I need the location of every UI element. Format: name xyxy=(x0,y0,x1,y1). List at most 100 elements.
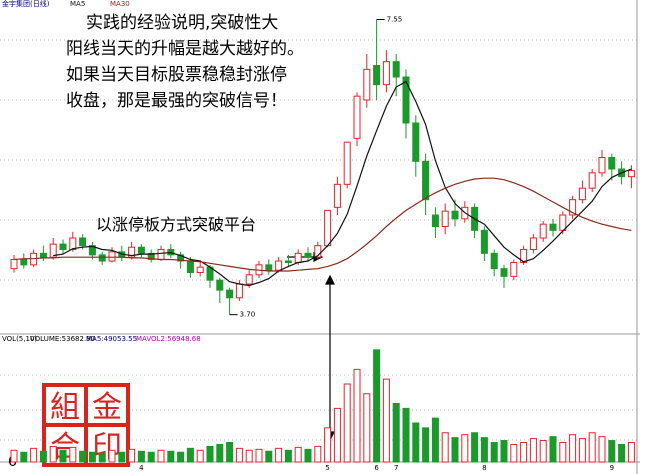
volume-header: VOLUME:53682.90 xyxy=(30,335,95,343)
candle-body xyxy=(490,252,498,270)
x-tick-label: 8 xyxy=(482,464,486,472)
volume-bar xyxy=(451,437,459,463)
seal-cell xyxy=(88,387,126,423)
candle-body xyxy=(392,61,400,78)
volume-bar xyxy=(382,378,390,463)
candle-body xyxy=(88,245,96,256)
candle-body xyxy=(265,264,273,271)
volume-bar xyxy=(608,440,616,463)
volume-bar xyxy=(333,407,341,463)
volume-bar xyxy=(588,432,596,463)
volume-bar xyxy=(20,451,28,463)
candle-body xyxy=(539,223,547,239)
candle-body xyxy=(402,76,410,124)
note-line: 阳线当天的升幅是越大越好的。 xyxy=(66,39,304,59)
volume-bar xyxy=(304,448,312,463)
volume-bar xyxy=(510,443,518,463)
volume-bar xyxy=(520,442,528,463)
x-tick-label: 4 xyxy=(139,464,144,472)
volume-bar xyxy=(363,393,371,463)
volume-bar xyxy=(235,447,243,463)
note-line: 收盘，那是最强的突破信号！ xyxy=(66,91,287,111)
volume-bar xyxy=(196,449,204,463)
candle-body xyxy=(304,252,312,258)
candle-body xyxy=(569,199,577,216)
candle-body xyxy=(510,262,518,277)
candle-body xyxy=(186,260,194,273)
volume-bar xyxy=(226,442,234,463)
volume-bar xyxy=(206,445,214,463)
candle-body xyxy=(608,157,616,170)
volume-bar xyxy=(422,427,430,463)
candle-body xyxy=(353,95,361,139)
candle-body xyxy=(294,252,302,264)
annotations: 实践的经验说明,突破性大 阳线当天的升幅是越大越好的。 如果当天目标股票稳稳封涨… xyxy=(66,13,304,234)
candle-body xyxy=(431,214,439,227)
candle-body xyxy=(500,268,508,277)
candle-body xyxy=(20,258,28,266)
volume-header: MA5:49053.55 xyxy=(86,335,137,343)
candle-body xyxy=(79,237,87,247)
candle-body xyxy=(549,223,557,231)
volume-bar xyxy=(559,442,567,463)
volume-bar xyxy=(549,436,557,463)
candle-body xyxy=(177,254,185,262)
volume-bar xyxy=(118,451,126,463)
volume-bar xyxy=(618,443,626,463)
volume-bar xyxy=(69,446,77,463)
volume-bar xyxy=(431,417,439,463)
x-tick-label: 6 xyxy=(374,464,379,472)
x-tick-label: 5 xyxy=(325,464,329,472)
volume-bar xyxy=(265,450,273,463)
volume-bar xyxy=(343,383,351,463)
volume-bar xyxy=(539,440,547,463)
platform-note: 以涨停板方式突破平台 xyxy=(96,215,256,234)
candle-body xyxy=(333,183,341,208)
volume-bar xyxy=(39,450,47,463)
volume-bar xyxy=(529,438,537,463)
candle-body xyxy=(245,274,253,285)
legend-entry: MA30 xyxy=(110,0,130,8)
candle-body xyxy=(275,260,283,271)
ma-line xyxy=(13,177,632,272)
volume-bar xyxy=(79,450,87,463)
seal-char: 印 xyxy=(92,430,122,465)
ma-line xyxy=(53,80,632,287)
volume-bar xyxy=(392,403,400,463)
candle-body xyxy=(69,237,77,250)
candle-body xyxy=(559,214,567,231)
volume-bar xyxy=(627,442,635,463)
candle-body xyxy=(284,260,292,264)
seal-char: 組 xyxy=(50,390,80,425)
volume-bar xyxy=(137,450,145,463)
candle-body xyxy=(147,252,155,260)
volume-bar xyxy=(324,427,332,463)
volume-bar xyxy=(275,447,283,463)
volume-bar xyxy=(157,449,165,463)
volume-bar xyxy=(314,445,322,463)
x-tick-label: 7 xyxy=(394,464,398,472)
candle-body xyxy=(314,245,322,258)
volume-bar xyxy=(255,448,263,463)
volume-bar xyxy=(441,432,449,463)
volume-bar xyxy=(500,440,508,463)
volume-bar xyxy=(98,452,106,463)
candle-body xyxy=(529,237,537,250)
candle-body xyxy=(422,160,430,201)
volume-bar xyxy=(471,432,479,463)
volume-bar xyxy=(167,450,175,463)
candle-body xyxy=(520,249,528,264)
volume-bar xyxy=(569,434,577,463)
candle-body xyxy=(382,61,390,86)
volume-header: MAVOL2:56948.68 xyxy=(136,335,201,343)
volume-bar xyxy=(10,449,18,463)
candle-body xyxy=(373,65,381,86)
volume-bar xyxy=(177,451,185,463)
volume-bar xyxy=(490,442,498,463)
candle-body xyxy=(578,187,586,201)
candle-body xyxy=(412,122,420,162)
candle-body xyxy=(137,246,145,254)
candle-body xyxy=(39,252,47,258)
